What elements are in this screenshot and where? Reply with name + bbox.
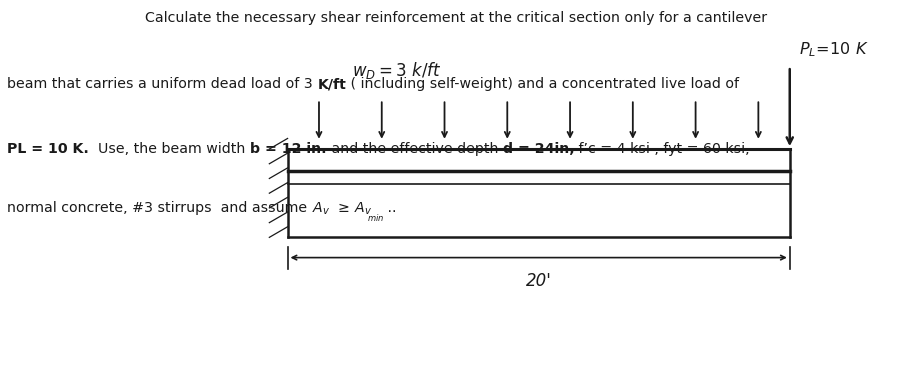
Text: $\geq$: $\geq$ <box>331 201 354 215</box>
Text: ..: .. <box>383 201 396 215</box>
Text: b = 12 in.: b = 12 in. <box>250 142 327 156</box>
Text: $w_D=3\ \mathit{k/ft}$: $w_D=3\ \mathit{k/ft}$ <box>352 60 442 81</box>
Text: 20': 20' <box>526 272 551 290</box>
Text: Calculate the necessary shear reinforcement at the critical section only for a c: Calculate the necessary shear reinforcem… <box>145 11 768 25</box>
Text: ( including self-weight) and a concentrated live load of: ( including self-weight) and a concentra… <box>346 77 740 91</box>
Text: normal concrete, #3 stirrups  and assume: normal concrete, #3 stirrups and assume <box>7 201 312 215</box>
Text: Use, the beam width: Use, the beam width <box>89 142 250 156</box>
Text: f’c = 4 ksi , fyt = 60 ksi,: f’c = 4 ksi , fyt = 60 ksi, <box>574 142 750 156</box>
Text: beam that carries a uniform dead load of 3: beam that carries a uniform dead load of… <box>7 77 318 91</box>
Text: $_{min}$: $_{min}$ <box>367 210 384 223</box>
Text: d = 24in,: d = 24in, <box>503 142 574 156</box>
Text: K/ft: K/ft <box>318 77 346 91</box>
Text: $A_v$: $A_v$ <box>312 201 331 217</box>
Text: PL = 10 K.: PL = 10 K. <box>7 142 89 156</box>
Text: $A_{v}$: $A_{v}$ <box>354 201 373 217</box>
Text: $P_L\!=\!10\ K$: $P_L\!=\!10\ K$ <box>799 40 869 59</box>
Text: and the effective depth: and the effective depth <box>327 142 503 156</box>
